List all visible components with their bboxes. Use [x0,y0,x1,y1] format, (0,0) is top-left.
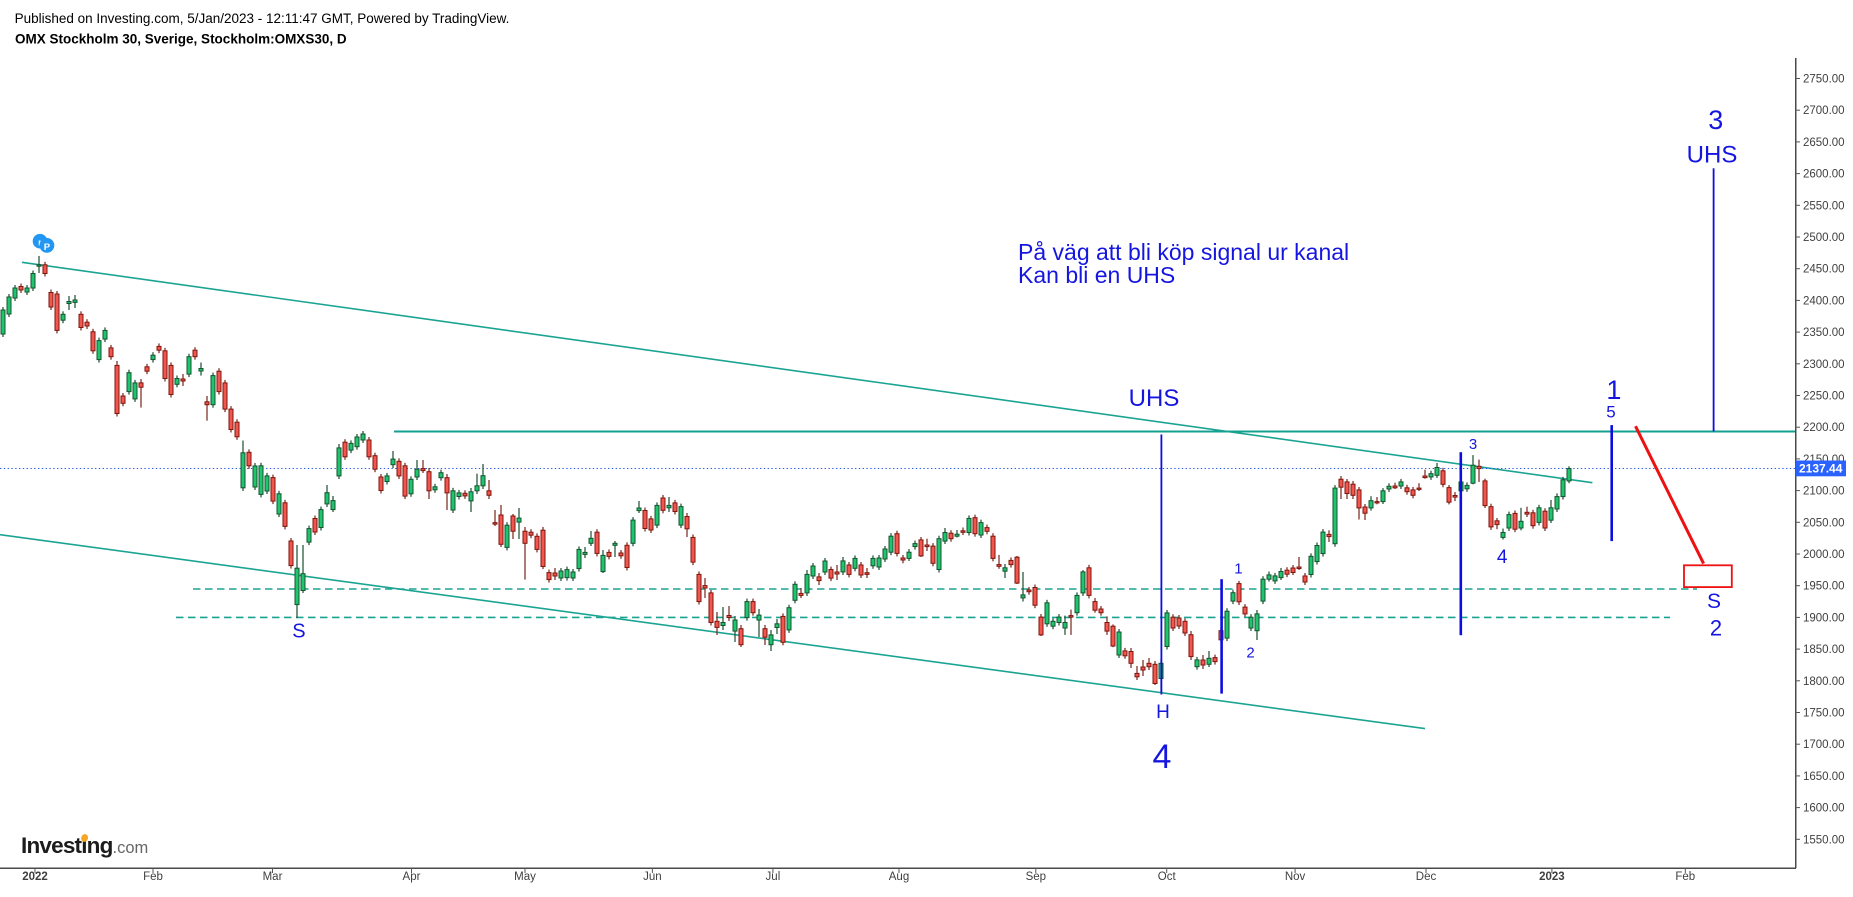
svg-text:May: May [514,871,536,883]
svg-text:Mar: Mar [263,871,283,883]
svg-text:4: 4 [1497,547,1508,568]
svg-text:1750.00: 1750.00 [1803,708,1845,720]
svg-text:Published on Investing.com, 5/: Published on Investing.com, 5/Jan/2023 -… [15,11,510,26]
svg-text:H: H [1156,702,1170,723]
svg-text:Nov: Nov [1285,871,1306,883]
svg-text:2600.00: 2600.00 [1803,169,1845,181]
svg-text:Feb: Feb [1675,871,1695,883]
svg-text:Kan bli en UHS: Kan bli en UHS [1018,262,1175,288]
svg-text:Jun: Jun [643,871,662,883]
svg-text:3: 3 [1708,105,1723,135]
svg-text:UHS: UHS [1129,385,1180,412]
svg-text:Investing: Investing [21,833,113,858]
svg-text:På väg att bli köp signal ur k: På väg att bli köp signal ur kanal [1018,239,1349,265]
svg-text:Feb: Feb [143,871,163,883]
svg-text:2650.00: 2650.00 [1803,137,1845,149]
svg-text:1900.00: 1900.00 [1803,612,1845,624]
svg-text:1: 1 [1234,561,1242,578]
svg-text:Sep: Sep [1026,871,1046,883]
svg-text:Aug: Aug [889,871,909,883]
svg-text:Oct: Oct [1158,871,1177,883]
svg-text:1: 1 [1606,375,1621,405]
svg-text:OMX Stockholm 30, Sverige, Sto: OMX Stockholm 30, Sverige, Stockholm:OMX… [15,32,347,47]
svg-text:Dec: Dec [1416,871,1437,883]
svg-text:1700.00: 1700.00 [1803,739,1845,751]
svg-text:2050.00: 2050.00 [1803,517,1845,529]
svg-text:1950.00: 1950.00 [1803,581,1845,593]
svg-text:1850.00: 1850.00 [1803,644,1845,656]
svg-text:2137.44: 2137.44 [1799,461,1843,475]
svg-text:2550.00: 2550.00 [1803,200,1845,212]
svg-text:Apr: Apr [403,871,421,883]
svg-text:S: S [292,621,305,643]
svg-text:2500.00: 2500.00 [1803,232,1845,244]
svg-text:2: 2 [1246,645,1254,662]
svg-text:2200.00: 2200.00 [1803,422,1845,434]
svg-text:2000.00: 2000.00 [1803,549,1845,561]
svg-text:1550.00: 1550.00 [1803,834,1845,846]
svg-text:5: 5 [1606,403,1615,422]
svg-text:2450.00: 2450.00 [1803,264,1845,276]
svg-text:P: P [44,242,51,253]
svg-text:2700.00: 2700.00 [1803,105,1845,117]
svg-text:1800.00: 1800.00 [1803,676,1845,688]
svg-text:UHS: UHS [1687,142,1738,169]
svg-text:Jul: Jul [766,871,781,883]
svg-text:2023: 2023 [1539,871,1565,883]
svg-text:2350.00: 2350.00 [1803,327,1845,339]
svg-text:2: 2 [1710,616,1722,641]
svg-text:2300.00: 2300.00 [1803,359,1845,371]
svg-text:2400.00: 2400.00 [1803,295,1845,307]
svg-text:2250.00: 2250.00 [1803,391,1845,403]
svg-text:3: 3 [1469,436,1477,453]
svg-text:4: 4 [1153,738,1172,776]
svg-text:S: S [1707,590,1721,613]
svg-text:1650.00: 1650.00 [1803,771,1845,783]
svg-text:1600.00: 1600.00 [1803,803,1845,815]
svg-text:2100.00: 2100.00 [1803,486,1845,498]
svg-text:.com: .com [113,839,149,857]
svg-text:2750.00: 2750.00 [1803,74,1845,86]
svg-text:2022: 2022 [22,871,48,883]
